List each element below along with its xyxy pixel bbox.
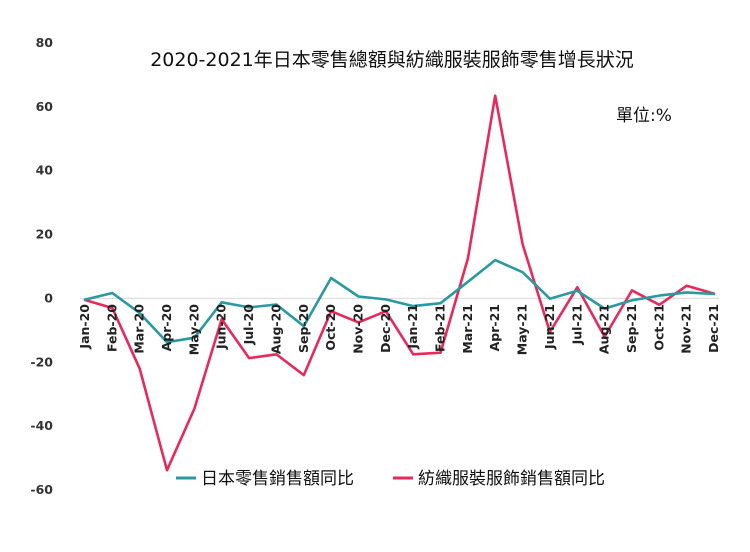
y-tick-label: 80 — [36, 35, 54, 50]
legend: 日本零售銷售額同比 紡織服裝服飾銷售額同比 — [176, 469, 605, 489]
x-tick-label: Jul-20 — [241, 304, 256, 346]
legend-label-textile: 紡織服裝服飾銷售額同比 — [418, 469, 605, 489]
x-tick-label: May-21 — [515, 304, 530, 355]
x-axis: Jan-20 Feb-20 Mar-20 Apr-20 May-20 Jun-20 Jul-… — [77, 304, 721, 356]
chart-title: 2020-2021年日本零售總額與紡織服裝服飾零售增長狀況 — [150, 49, 634, 71]
x-tick-label: Sep-21 — [624, 304, 639, 353]
x-tick-label: Dec-20 — [378, 304, 393, 353]
x-tick-label: Feb-21 — [433, 304, 448, 352]
x-tick-label: Dec-21 — [706, 304, 721, 353]
series-line-retail — [83, 258, 716, 344]
y-tick-label: -60 — [30, 482, 53, 497]
x-tick-label: Jan-20 — [77, 304, 92, 350]
x-tick-label: Mar-20 — [132, 304, 147, 354]
series-layer — [83, 94, 716, 472]
x-tick-label: Apr-21 — [487, 304, 502, 351]
x-tick-label: May-20 — [186, 304, 201, 356]
x-tick-label: Mar-21 — [460, 304, 475, 354]
y-tick-label: -40 — [30, 418, 53, 433]
x-tick-label: Nov-21 — [679, 304, 694, 354]
y-tick-label: 20 — [36, 227, 54, 242]
x-tick-label: Nov-20 — [350, 304, 365, 354]
legend-label-retail: 日本零售銷售額同比 — [201, 469, 354, 489]
x-tick-label: Aug-21 — [597, 304, 612, 354]
x-tick-label: Oct-20 — [323, 304, 338, 351]
y-axis: 80 60 40 20 0 -20 -40 -60 — [30, 35, 53, 497]
x-tick-label: Jan-21 — [405, 304, 420, 350]
y-tick-label: 40 — [36, 163, 54, 178]
y-tick-label: 60 — [36, 99, 54, 114]
x-tick-label: Jun-20 — [214, 304, 229, 350]
x-tick-label: Jun-21 — [542, 304, 557, 350]
y-tick-label: -20 — [30, 354, 53, 369]
unit-label: 單位:% — [616, 106, 672, 126]
x-tick-label: Aug-20 — [268, 304, 283, 354]
x-tick-label: Apr-20 — [159, 304, 174, 352]
y-tick-label: 0 — [44, 290, 53, 305]
x-tick-label: Feb-20 — [104, 304, 119, 352]
x-tick-label: Sep-20 — [296, 304, 311, 353]
series-line-textile — [83, 94, 716, 472]
x-tick-label: Jul-21 — [569, 304, 584, 345]
x-tick-label: Oct-21 — [651, 304, 666, 351]
